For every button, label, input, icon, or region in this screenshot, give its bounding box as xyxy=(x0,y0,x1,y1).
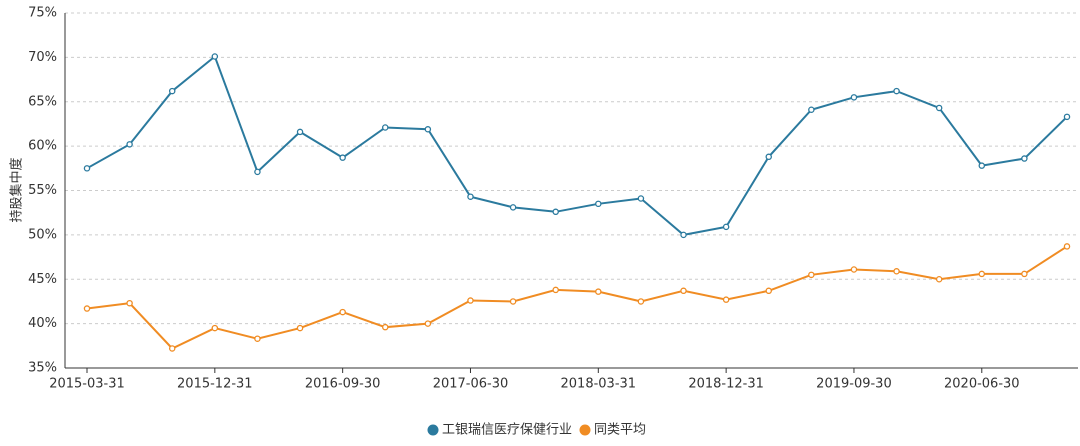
x-tick-label: 2016-09-30 xyxy=(305,377,381,392)
data-point xyxy=(722,296,730,303)
legend-marker xyxy=(579,424,591,436)
data-point xyxy=(1063,113,1071,121)
data-point xyxy=(978,162,986,169)
data-point xyxy=(893,268,900,275)
legend-label: 工银瑞信医疗保健行业 xyxy=(442,423,572,438)
data-point xyxy=(850,266,858,273)
series-line xyxy=(86,245,1068,350)
legend-marker xyxy=(427,424,439,436)
data-point xyxy=(509,204,517,211)
data-point xyxy=(382,124,389,131)
data-point xyxy=(467,193,474,200)
data-point xyxy=(1063,243,1071,250)
data-point xyxy=(637,298,645,305)
data-point xyxy=(382,323,389,331)
data-point xyxy=(296,128,304,136)
data-point xyxy=(680,287,687,295)
x-tick-label: 2020-06-30 xyxy=(944,377,1020,392)
data-point xyxy=(126,141,133,148)
data-point xyxy=(211,53,219,60)
y-tick-label: 50% xyxy=(28,227,57,242)
data-point xyxy=(850,94,858,101)
y-tick-label: 40% xyxy=(28,316,57,331)
data-point xyxy=(509,298,517,305)
data-point xyxy=(808,271,815,279)
data-point xyxy=(722,223,730,231)
y-tick-label: 55% xyxy=(28,183,57,198)
data-point xyxy=(595,288,602,295)
data-point xyxy=(1021,155,1028,162)
data-point xyxy=(168,87,176,95)
data-point xyxy=(552,286,559,294)
data-point xyxy=(254,335,261,342)
data-point xyxy=(935,104,943,112)
data-point xyxy=(680,231,687,239)
y-axis-label: 持股集中度 xyxy=(9,157,25,222)
data-point xyxy=(83,165,91,172)
data-point xyxy=(552,208,559,216)
data-point xyxy=(339,308,346,316)
y-tick-label: 75% xyxy=(28,6,57,21)
x-tick-label: 2019-09-30 xyxy=(816,377,892,392)
data-point xyxy=(467,297,474,304)
data-point xyxy=(296,324,304,332)
data-point xyxy=(637,195,645,202)
data-point xyxy=(254,168,261,176)
y-tick-label: 65% xyxy=(28,94,57,109)
y-tick-label: 70% xyxy=(28,50,57,65)
x-tick-label: 2018-03-31 xyxy=(561,377,637,392)
data-point xyxy=(424,126,432,133)
data-point xyxy=(211,324,219,332)
data-point xyxy=(424,320,432,327)
x-tick-label: 2018-12-31 xyxy=(688,377,764,392)
data-point xyxy=(595,200,602,208)
data-point xyxy=(168,345,176,352)
data-point xyxy=(808,106,815,113)
data-point xyxy=(978,270,986,278)
y-tick-label: 35% xyxy=(28,361,57,376)
data-point xyxy=(83,305,91,312)
data-point xyxy=(935,275,943,283)
data-point xyxy=(765,153,772,161)
x-tick-label: 2015-03-31 xyxy=(49,377,125,392)
data-point xyxy=(893,87,900,95)
data-point xyxy=(126,299,133,307)
legend-label: 同类平均 xyxy=(594,423,646,438)
y-tick-label: 60% xyxy=(28,139,57,154)
x-tick-label: 2017-06-30 xyxy=(433,377,509,392)
data-point xyxy=(765,287,772,295)
data-point xyxy=(1021,270,1028,278)
data-point xyxy=(339,154,346,161)
series-line xyxy=(86,54,1068,236)
x-tick-label: 2015-12-31 xyxy=(177,377,253,392)
y-tick-label: 45% xyxy=(28,272,57,287)
